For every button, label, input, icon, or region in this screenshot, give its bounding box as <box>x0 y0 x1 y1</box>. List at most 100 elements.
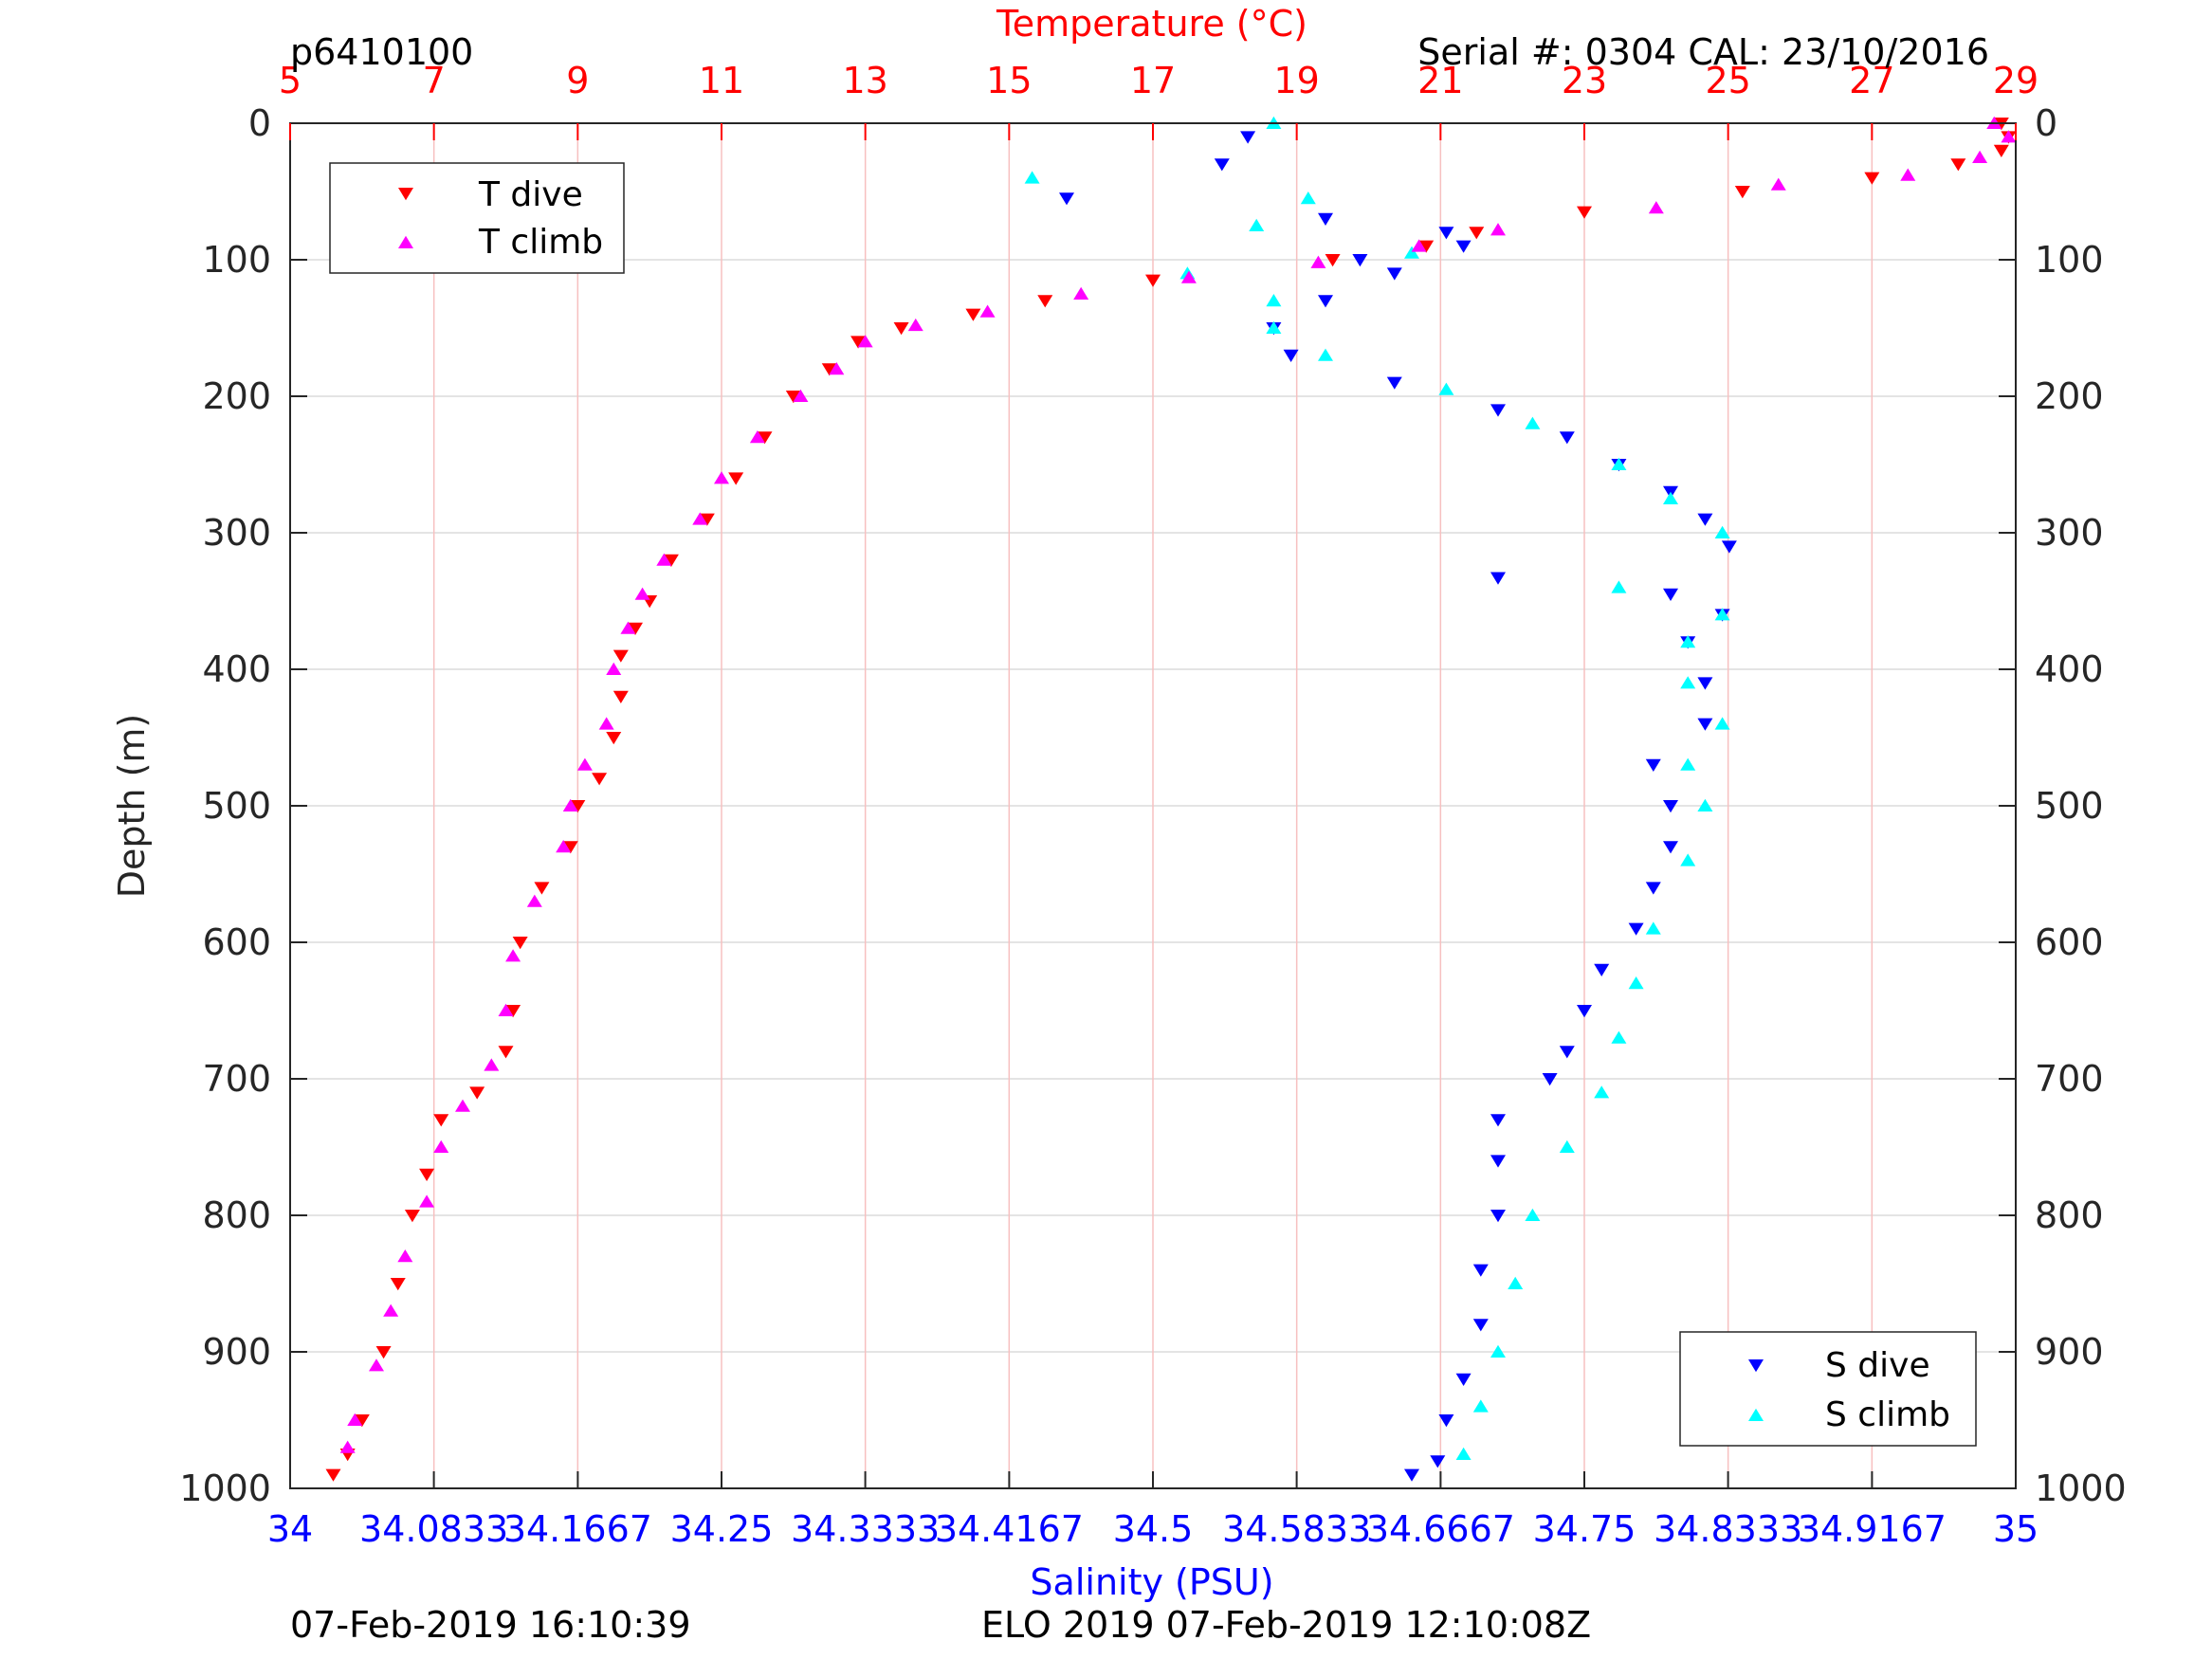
data-point <box>1214 158 1230 172</box>
data-point <box>505 1005 521 1018</box>
data-point <box>354 1414 370 1428</box>
data-point <box>612 690 629 703</box>
data-point <box>965 308 981 321</box>
depth-tick-label-right: 0 <box>2035 102 2057 144</box>
data-point <box>1680 853 1696 866</box>
data-point <box>1180 270 1197 283</box>
serial-cal-text: Serial #: 0304 CAL: 23/10/2016 <box>1417 31 1989 73</box>
depth-tick-label-left: 200 <box>202 375 271 417</box>
depth-tick-label-right: 300 <box>2035 512 2104 554</box>
data-point <box>505 949 521 962</box>
data-point <box>419 1194 435 1208</box>
data-point <box>1770 177 1786 191</box>
data-point <box>1455 240 1472 253</box>
depth-tick-label-right: 800 <box>2035 1194 2104 1236</box>
data-point <box>1559 1046 1575 1059</box>
data-point <box>1577 206 1592 219</box>
data-point <box>562 841 578 854</box>
salinity-tick-label: 34.5833 <box>1222 1508 1371 1550</box>
temperature-tick-label: 27 <box>1849 60 1894 101</box>
data-point <box>1024 171 1040 184</box>
depth-tick-label-left: 0 <box>248 102 271 144</box>
data-point <box>1037 295 1053 308</box>
data-point <box>1249 218 1265 231</box>
data-point <box>1663 800 1678 813</box>
data-point <box>1404 246 1419 259</box>
data-point <box>1648 201 1664 214</box>
data-point <box>1972 150 1988 163</box>
data-point <box>1628 922 1644 936</box>
depth-tick-label-right: 500 <box>2035 785 2104 827</box>
data-point <box>1490 1114 1506 1127</box>
data-point <box>749 430 765 444</box>
data-point <box>1721 540 1737 554</box>
data-point <box>592 773 608 786</box>
data-point <box>1300 191 1316 205</box>
axis-ticks: 0 0 100 100 200 200 300 300 400 400 500 500 600 600 70… <box>179 60 2126 1550</box>
depth-tick-label-left: 600 <box>202 921 271 963</box>
data-point <box>1680 757 1696 771</box>
salinity-axis-title: Salinity (PSU) <box>1030 1561 1273 1603</box>
data-point <box>699 513 715 526</box>
data-point <box>1145 274 1161 287</box>
legend-marker-s-climb <box>1748 1408 1764 1421</box>
data-point <box>1418 240 1435 253</box>
data-point <box>1663 841 1678 854</box>
data-point <box>692 512 708 525</box>
data-point <box>1438 227 1454 240</box>
data-point <box>1508 1276 1524 1289</box>
data-point <box>1490 223 1506 236</box>
profile-id: p6410100 <box>290 31 473 73</box>
data-point <box>526 894 542 907</box>
salinity-tick-label: 34 <box>267 1508 313 1550</box>
data-point <box>339 1440 356 1453</box>
depth-tick-label-right: 100 <box>2035 239 2104 281</box>
data-point <box>1490 1344 1506 1358</box>
depth-tick-label-left: 900 <box>202 1331 271 1373</box>
temperature-tick-label: 29 <box>1993 60 2038 101</box>
data-point <box>656 553 672 566</box>
salinity-tick-label: 34.25 <box>670 1508 774 1550</box>
legend-label-s-climb: S climb <box>1825 1395 1950 1434</box>
depth-tick-label-left: 100 <box>202 239 271 281</box>
data-point <box>1455 1373 1472 1386</box>
data-point <box>1594 963 1610 976</box>
data-point <box>1611 580 1627 593</box>
data-point <box>1734 186 1750 199</box>
temperature-tick-label: 5 <box>279 60 302 101</box>
data-point <box>375 1346 392 1359</box>
data-point <box>829 362 845 375</box>
salinity-tick-label: 35 <box>1993 1508 2038 1550</box>
temperature-tick-label: 19 <box>1273 60 1319 101</box>
data-point <box>369 1358 384 1372</box>
data-point <box>1352 254 1368 267</box>
data-point <box>455 1099 470 1112</box>
salinity-tick-label: 34.6667 <box>1366 1508 1515 1550</box>
data-point <box>1490 404 1506 417</box>
data-point <box>1663 491 1678 504</box>
legend-marker-s-dive <box>1748 1359 1764 1373</box>
data-point <box>606 732 622 745</box>
data-point <box>1594 1085 1610 1099</box>
data-point <box>714 471 729 484</box>
data-point <box>907 318 923 332</box>
data-point <box>1993 144 2009 157</box>
series-s-dive <box>1059 131 1737 1482</box>
data-point <box>728 472 744 485</box>
legend-label-t-climb: T climb <box>478 223 603 262</box>
legend-marker-t-climb <box>398 235 413 248</box>
data-point <box>634 587 650 600</box>
data-point <box>1073 286 1089 300</box>
data-point <box>556 840 572 853</box>
depth-tick-label-left: 400 <box>202 648 271 690</box>
data-point <box>512 937 528 950</box>
legend-label-t-dive: T dive <box>478 175 583 214</box>
temperature-tick-label: 21 <box>1417 60 1463 101</box>
data-point <box>598 717 614 730</box>
series-s-climb <box>1024 116 1730 1460</box>
temperature-tick-label: 11 <box>699 60 744 101</box>
data-point <box>1559 1139 1575 1153</box>
data-point <box>433 1139 449 1153</box>
depth-tick-label-right: 400 <box>2035 648 2104 690</box>
data-point <box>1411 239 1427 252</box>
